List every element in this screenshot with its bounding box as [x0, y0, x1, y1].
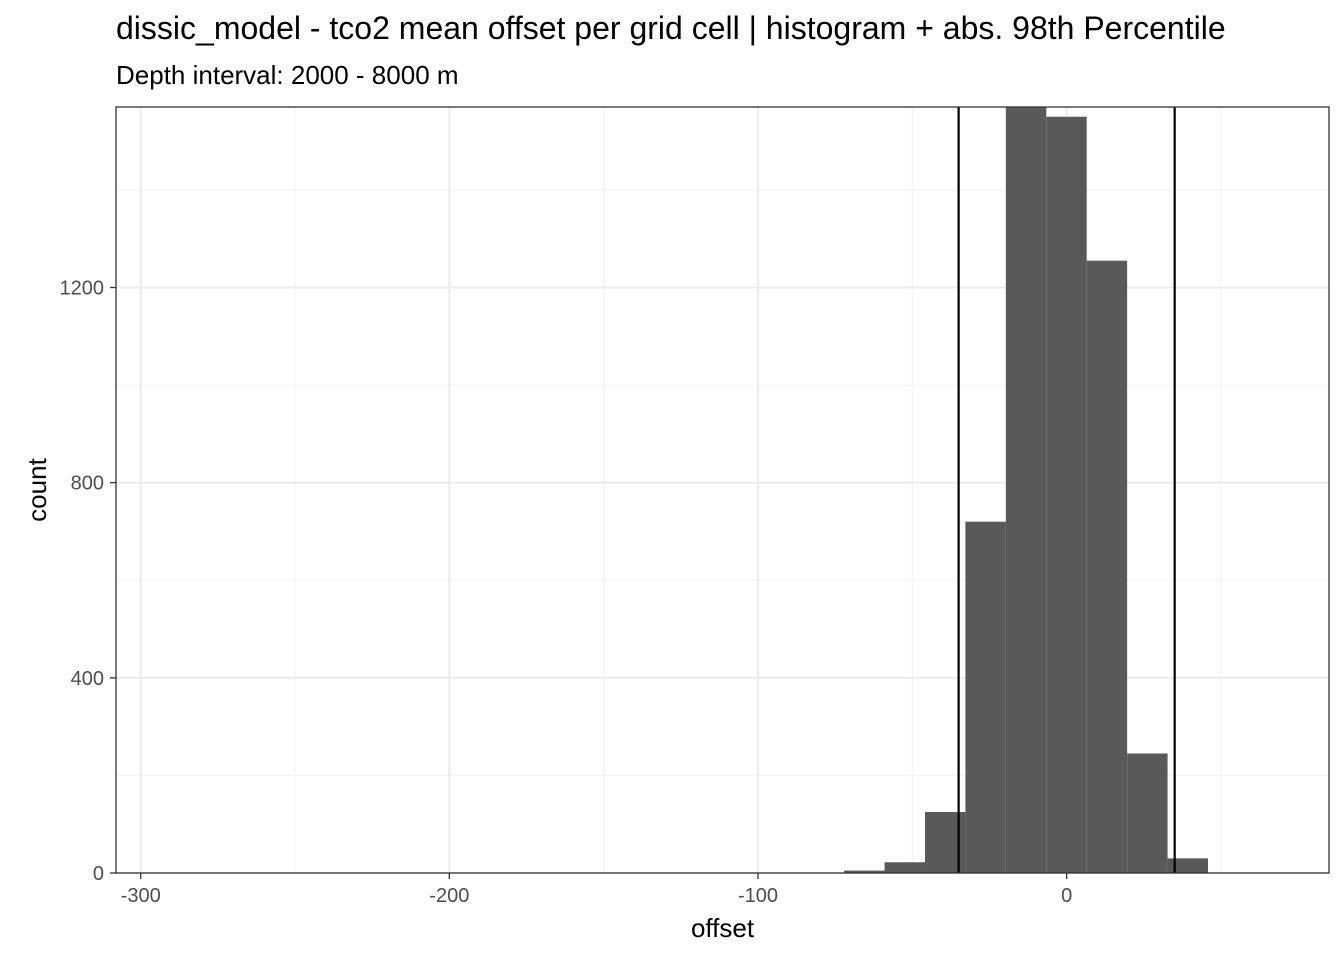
histogram-bar — [844, 870, 885, 873]
x-tick-label: 0 — [1061, 885, 1072, 907]
chart-subtitle: Depth interval: 2000 - 8000 m — [116, 60, 459, 90]
histogram-bar — [884, 862, 925, 873]
panel-border — [115, 106, 1330, 874]
histogram-bar — [965, 521, 1006, 873]
histogram-bars — [844, 107, 1209, 874]
x-tick-label: -300 — [121, 885, 161, 907]
x-tick-label: -200 — [429, 885, 469, 907]
y-tick-label: 400 — [71, 668, 104, 690]
y-tick-label: 800 — [71, 473, 104, 495]
histogram-bar — [1167, 858, 1209, 873]
y-axis-title: count — [22, 457, 52, 521]
chart-title: dissic_model - tco2 mean offset per grid… — [116, 10, 1226, 46]
x-axis-title: offset — [691, 913, 755, 943]
percentile-lines — [957, 107, 1176, 873]
histogram-bar — [1046, 116, 1087, 874]
axes: -300 -200 -100 0 0 400 800 1200 — [60, 278, 1073, 907]
y-tick-label: 0 — [93, 863, 104, 885]
x-tick-label: -100 — [738, 885, 778, 907]
histogram-bar — [1005, 107, 1047, 873]
histogram-bar — [1086, 260, 1128, 874]
histogram-bar — [1127, 753, 1168, 873]
y-tick-label: 1200 — [60, 278, 105, 300]
